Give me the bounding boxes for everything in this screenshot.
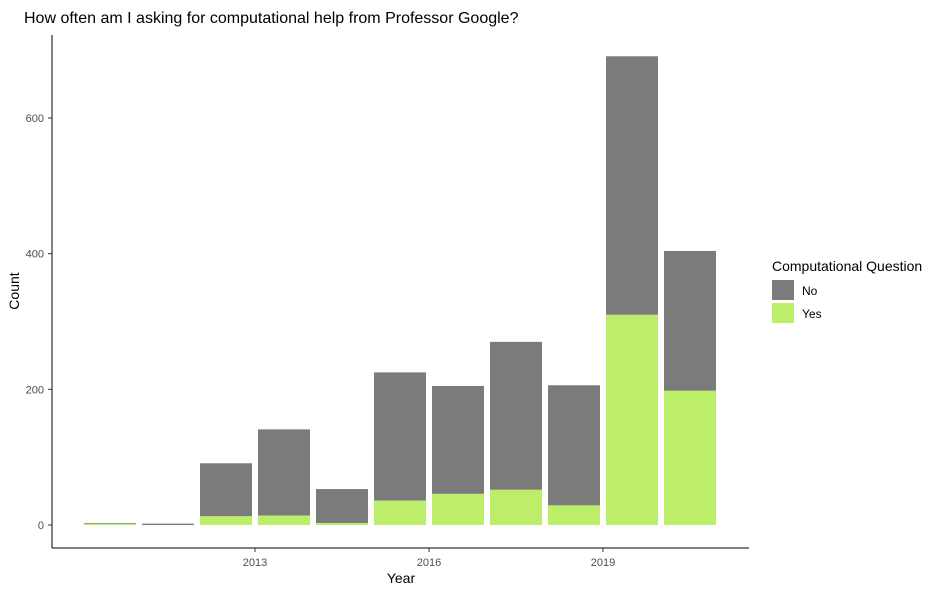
bar-yes-2019 <box>548 505 600 525</box>
x-tick-label: 2013 <box>243 557 267 569</box>
bar-no-2017 <box>432 385 484 494</box>
bar-no-2020 <box>606 56 658 315</box>
bar-yes-2013 <box>200 516 252 525</box>
legend-swatch-yes <box>772 303 794 323</box>
legend-label-no: No <box>802 284 818 298</box>
legend: Computational Question No Yes <box>772 258 922 323</box>
bar-no-2014 <box>258 429 310 516</box>
y-tick-label: 200 <box>26 384 44 396</box>
legend-title: Computational Question <box>772 258 922 274</box>
bar-yes-2011 <box>84 523 136 525</box>
y-ticks-group: 0 200 400 600 <box>26 113 52 532</box>
bar-no-2015 <box>316 489 368 523</box>
bar-yes-2020 <box>606 314 658 525</box>
x-tick-label: 2016 <box>417 557 441 569</box>
legend-label-yes: Yes <box>802 307 822 321</box>
bar-yes-2016 <box>374 500 426 525</box>
bar-yes-2018 <box>490 489 542 525</box>
bar-no-2016 <box>374 372 426 501</box>
y-tick-label: 0 <box>38 520 44 532</box>
chart-title: How often am I asking for computational … <box>24 10 519 27</box>
y-axis-title: Count <box>6 272 22 309</box>
bar-yes-2014 <box>258 515 310 525</box>
bars-group <box>84 56 716 525</box>
bar-no-2018 <box>490 341 542 490</box>
bar-no-2011 <box>84 522 136 524</box>
legend-swatch-no <box>772 280 794 300</box>
bar-yes-2021 <box>664 390 716 525</box>
bar-no-2019 <box>548 385 600 506</box>
bar-no-2021 <box>664 250 716 391</box>
x-axis-title: Year <box>387 570 416 586</box>
y-tick-label: 400 <box>26 249 44 261</box>
bar-yes-2015 <box>316 522 368 525</box>
x-tick-label: 2019 <box>591 557 615 569</box>
y-tick-label: 600 <box>26 113 44 125</box>
x-ticks-group: 2013 2016 2019 <box>243 548 615 569</box>
bar-yes-2017 <box>432 493 484 525</box>
bar-no-2012 <box>142 523 194 525</box>
bar-no-2013 <box>200 463 252 517</box>
